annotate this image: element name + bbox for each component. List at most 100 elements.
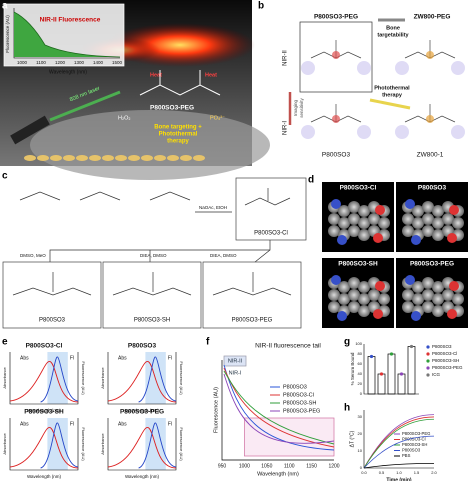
dot bbox=[389, 352, 394, 356]
structure bbox=[12, 272, 92, 296]
core bbox=[426, 51, 434, 59]
atom bbox=[402, 289, 414, 301]
atom bbox=[412, 281, 424, 293]
x-label: Time (min) bbox=[386, 477, 412, 481]
y-label: Absorbance bbox=[100, 367, 105, 389]
bone bbox=[193, 155, 205, 161]
box bbox=[102, 261, 202, 329]
atom bbox=[447, 233, 457, 243]
panel-label: e bbox=[2, 337, 8, 348]
band-label: NIR-I bbox=[229, 370, 242, 376]
reagent: DIEA, DMSO bbox=[140, 253, 167, 258]
tick-label: 1200 bbox=[328, 463, 339, 469]
structure bbox=[244, 188, 291, 206]
abs-curve bbox=[107, 427, 177, 469]
highlight bbox=[244, 417, 335, 457]
molecule-label: P800SO3-Cl bbox=[340, 185, 377, 192]
atom bbox=[452, 217, 464, 229]
bar bbox=[397, 373, 406, 395]
atom bbox=[348, 277, 360, 289]
atom bbox=[412, 205, 424, 217]
atom bbox=[422, 225, 434, 237]
abs-curve bbox=[9, 427, 79, 469]
atom bbox=[375, 205, 385, 215]
legend-dot bbox=[426, 359, 430, 363]
h2o2: H₂O₂ bbox=[118, 115, 131, 121]
nir-label: NIR-II bbox=[283, 50, 289, 66]
mouse-body bbox=[30, 110, 270, 180]
y-label: Fluorescence (AU) bbox=[213, 387, 219, 433]
heat: Heat bbox=[150, 72, 162, 78]
core bbox=[332, 51, 340, 59]
dot bbox=[379, 372, 384, 376]
bar bbox=[367, 356, 376, 395]
bar bbox=[377, 373, 386, 395]
po4: PO₄³⁻ bbox=[210, 115, 225, 121]
atom bbox=[328, 213, 340, 225]
atom bbox=[337, 235, 347, 245]
legend: Fl bbox=[168, 421, 172, 427]
atom bbox=[449, 205, 459, 215]
box bbox=[299, 21, 373, 93]
atom bbox=[348, 225, 360, 237]
tick-label: 100 bbox=[355, 341, 362, 346]
axis bbox=[9, 352, 79, 405]
laser bbox=[10, 115, 50, 145]
ring bbox=[451, 125, 465, 139]
legend: Abs bbox=[118, 421, 127, 427]
molecule-label: P800SO3-SH bbox=[338, 261, 378, 268]
x-label: Wavelength (nm) bbox=[125, 408, 160, 413]
atom bbox=[422, 289, 434, 301]
atom bbox=[452, 293, 464, 305]
inset-title: NIR-II Fluorescence bbox=[40, 17, 101, 24]
x-label: Wavelength (nm) bbox=[27, 474, 62, 479]
arrow-label: Bone bbox=[386, 25, 400, 31]
atom bbox=[348, 301, 360, 313]
bone bbox=[50, 155, 62, 161]
atom bbox=[422, 301, 434, 313]
legend-dot bbox=[426, 345, 430, 349]
legend-label: P800SO3-PEG bbox=[402, 431, 430, 436]
tick-label: 1300 bbox=[74, 60, 85, 65]
atom bbox=[358, 229, 370, 241]
legend-label: P800SO3-Cl bbox=[283, 392, 314, 398]
atom bbox=[449, 281, 459, 291]
atom bbox=[422, 201, 434, 213]
tick-label: 10 bbox=[358, 448, 363, 453]
compound: P800SO3 bbox=[322, 152, 351, 159]
tick-label: 1050 bbox=[261, 463, 272, 469]
legend: Abs bbox=[20, 421, 29, 427]
fl-curve bbox=[138, 356, 177, 403]
atom bbox=[331, 199, 341, 209]
atom bbox=[442, 289, 454, 301]
panel-label: a bbox=[2, 1, 8, 12]
atom bbox=[411, 235, 421, 245]
bone bbox=[115, 155, 127, 161]
series-curve bbox=[223, 373, 335, 444]
ring bbox=[451, 61, 465, 75]
bone bbox=[128, 155, 140, 161]
atom bbox=[348, 289, 360, 301]
y-label: Absorbance bbox=[2, 367, 7, 389]
bone bbox=[141, 155, 153, 161]
bone bbox=[76, 155, 88, 161]
tick-label: 1500 bbox=[112, 60, 123, 65]
atom bbox=[412, 217, 424, 229]
panel-label: f bbox=[206, 337, 210, 348]
band-box bbox=[223, 355, 247, 367]
fl-curve bbox=[40, 422, 79, 469]
plot-title: NIR-II fluorescence tail bbox=[255, 343, 321, 350]
atom bbox=[422, 213, 434, 225]
ring bbox=[301, 61, 315, 75]
tick-label: 1000 bbox=[17, 60, 28, 65]
structure bbox=[112, 272, 192, 296]
panel-label: d bbox=[308, 175, 314, 186]
caption: therapy bbox=[167, 139, 189, 145]
dot bbox=[399, 372, 404, 376]
compound: P800SO3-SH bbox=[134, 318, 170, 324]
arrow-label: sensitivity bbox=[299, 98, 304, 118]
legend-label: P800SO3-Cl bbox=[402, 437, 426, 442]
atom bbox=[328, 301, 340, 313]
atom bbox=[358, 305, 370, 317]
